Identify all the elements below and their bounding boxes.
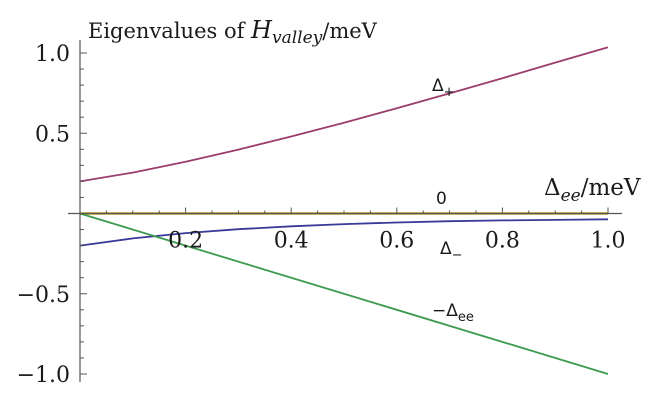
chart-title: Eigenvalues of Hvalley/meV: [88, 16, 378, 48]
x-tick-label: 0.8: [485, 229, 520, 254]
chart-title-sub: valley: [272, 28, 323, 48]
x-axis-title-suffix: /meV: [581, 175, 641, 201]
series-line-2: [79, 218, 609, 247]
series-labels: Δ+ 0 Δ− −Δee: [432, 76, 474, 325]
series-label-zero-main: 0: [436, 189, 447, 209]
x-tick-label: 0.4: [274, 229, 309, 254]
series-label-zero: 0: [436, 189, 447, 209]
x-tick-label: 1.0: [591, 229, 626, 254]
series-line-3: [79, 212, 609, 375]
y-tick-label: −0.5: [17, 283, 70, 308]
series-label-delta-minus-main: Δ: [440, 239, 452, 259]
x-axis-title-var: Δ: [544, 175, 561, 201]
x-axis-title: Δee/meV: [544, 175, 641, 206]
series-label-delta-minus-sub: −: [452, 248, 463, 263]
series-label-minus-delta-ee: −Δee: [432, 301, 474, 325]
x-axis-title-sub: ee: [561, 186, 581, 206]
series-label-delta-plus-sub: +: [444, 85, 455, 100]
x-tick-label: 0.6: [379, 229, 414, 254]
series-label-minus-delta-ee-main: −Δ: [432, 301, 458, 321]
x-tick-label: 0.2: [168, 229, 203, 254]
series-label-delta-plus: Δ+: [432, 76, 455, 100]
chart-title-prefix: Eigenvalues of: [88, 19, 251, 43]
series-line-0: [79, 46, 609, 183]
series-label-delta-plus-main: Δ: [432, 76, 444, 96]
chart-title-suffix: /meV: [322, 19, 377, 43]
y-tick-label: 0.5: [35, 122, 70, 147]
y-ticks: −1.0 −0.5 0.5 1.0: [17, 42, 87, 388]
series-label-delta-minus: Δ−: [440, 239, 463, 263]
series-label-minus-delta-ee-sub: ee: [458, 310, 474, 325]
y-tick-label: 1.0: [35, 42, 70, 67]
x-ticks: 0.2 0.4 0.6 0.8 1.0: [105, 207, 626, 254]
y-tick-label: −1.0: [17, 363, 70, 388]
chart-title-var: H: [250, 16, 273, 44]
